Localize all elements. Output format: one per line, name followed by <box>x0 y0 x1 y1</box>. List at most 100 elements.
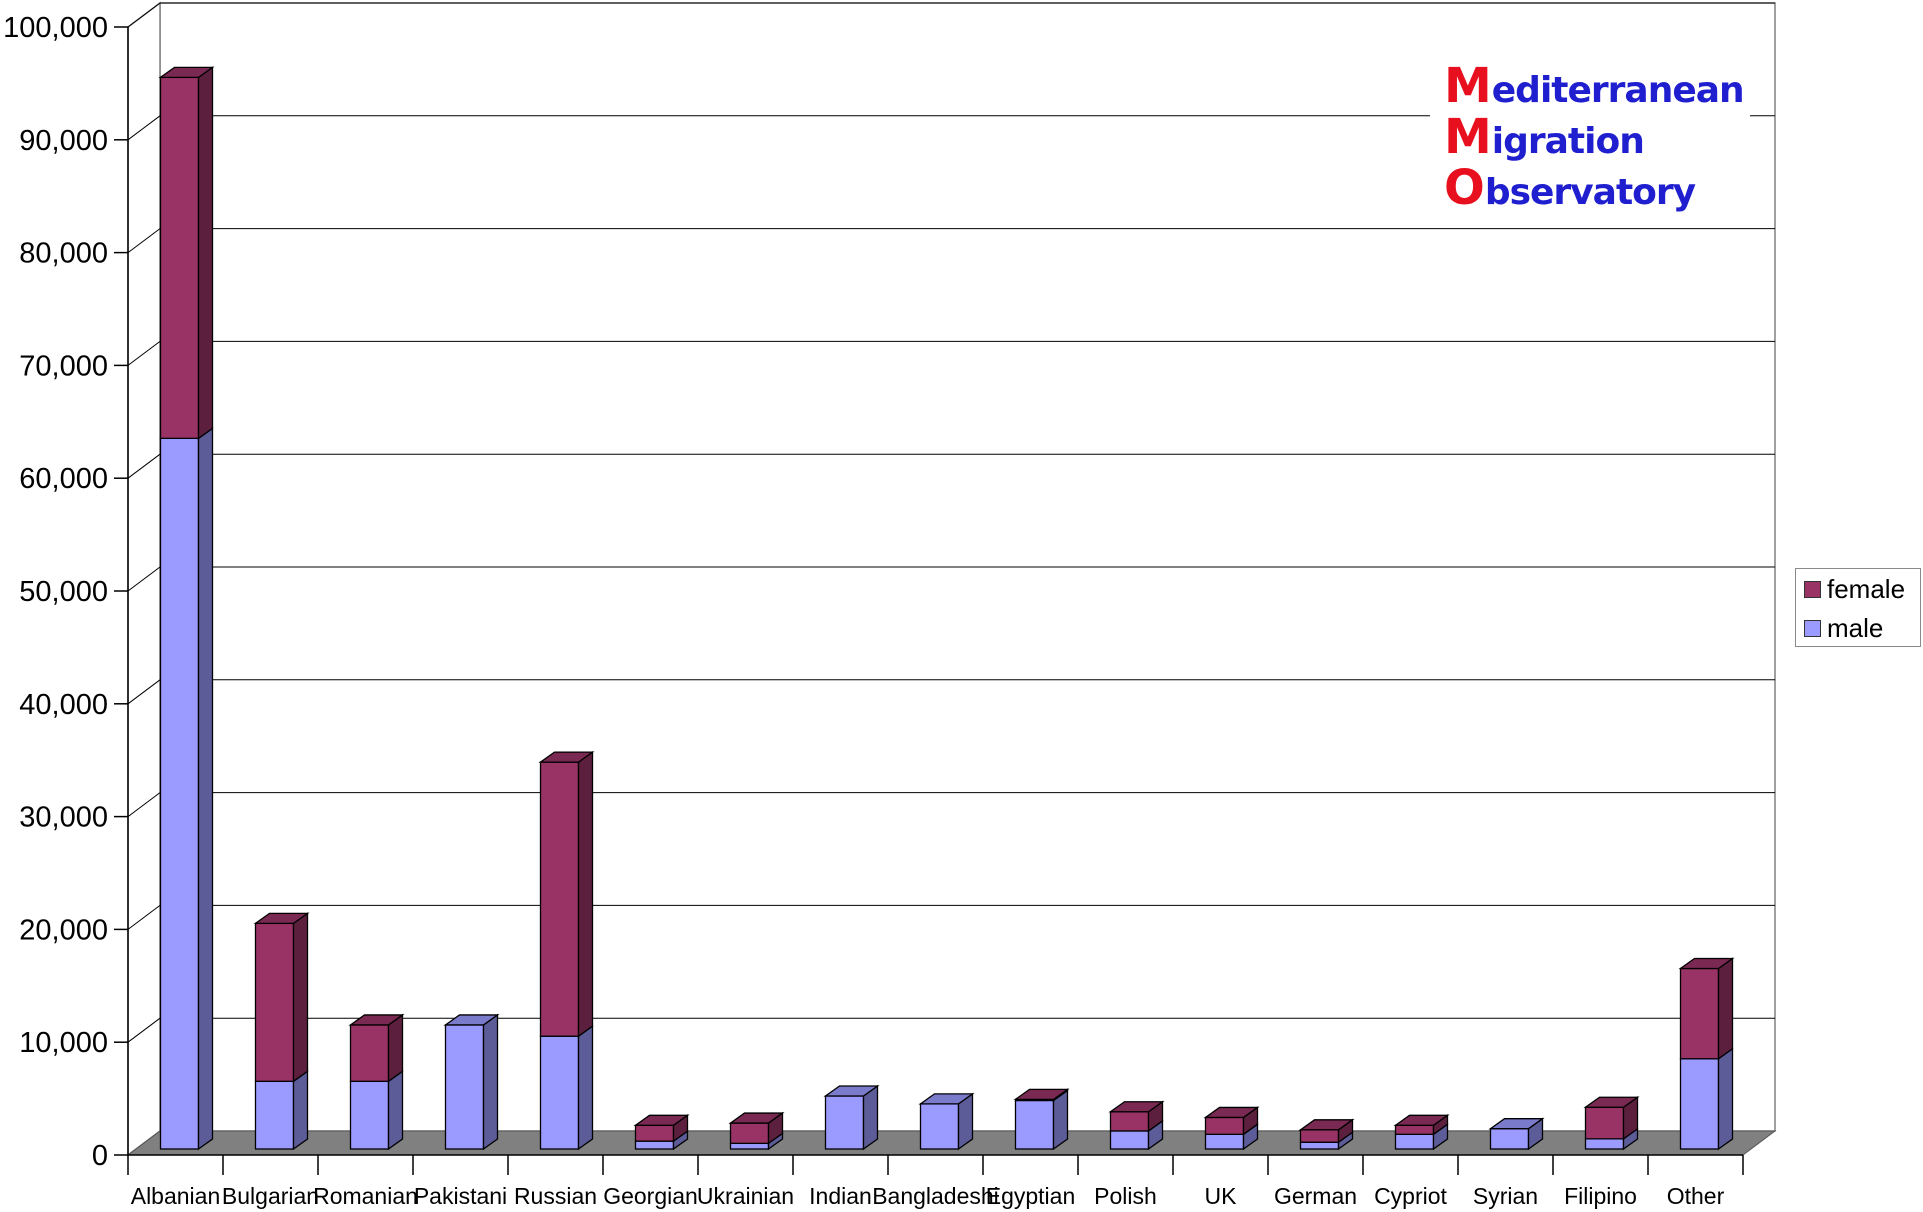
bar-male-side <box>862 1084 879 1151</box>
bar-male-side <box>577 1024 594 1151</box>
bar-top-cap <box>538 751 595 763</box>
bar-top-cap <box>918 1093 975 1105</box>
bar-filipino <box>1583 1096 1640 1151</box>
x-tick-label: Indian <box>809 1183 872 1209</box>
bar-top-cap <box>348 1014 405 1026</box>
bar-top-cap <box>1678 957 1735 970</box>
bar-top-cap <box>823 1085 880 1097</box>
bar-male-segment <box>254 1080 295 1150</box>
bar-female-segment <box>539 761 580 1037</box>
bar-male-side <box>292 1070 309 1151</box>
bar-pakistani <box>443 1013 500 1151</box>
bar-top-cap <box>1203 1106 1260 1119</box>
bar-male-side <box>387 1070 404 1151</box>
logo-initial: O <box>1444 160 1485 216</box>
logo-word: igration <box>1491 121 1645 162</box>
gridline-side <box>127 1017 161 1043</box>
bar-male-segment <box>1109 1130 1150 1150</box>
legend-label-male: male <box>1827 612 1884 643</box>
logo-initial: M <box>1444 58 1492 114</box>
bar-top-cap <box>633 1114 690 1126</box>
bar-syrian <box>1488 1117 1545 1151</box>
bar-other <box>1678 957 1735 1151</box>
y-tick-label: 0 <box>92 1140 108 1172</box>
bar-male-segment <box>444 1024 485 1150</box>
x-tick-label: German <box>1274 1183 1357 1209</box>
x-tick-label: Bulgarian <box>222 1183 319 1209</box>
bar-top-cap <box>1393 1114 1450 1126</box>
bar-egyptian <box>1013 1088 1070 1151</box>
bar-uk <box>1203 1106 1260 1151</box>
gridline-side <box>127 228 161 254</box>
y-tick-label: 30,000 <box>19 802 108 834</box>
legend-swatch-female <box>1804 580 1821 598</box>
bar-top-cap <box>1013 1088 1070 1101</box>
y-tick-label: 70,000 <box>19 350 108 382</box>
x-tick-label: Bangladeshi <box>872 1183 999 1209</box>
y-tick-label: 50,000 <box>19 576 108 608</box>
y-tick-label: 10,000 <box>19 1027 108 1059</box>
x-tick-label: Albanian <box>131 1183 221 1209</box>
legend-label-female: female <box>1827 573 1906 604</box>
x-tick-label: Cypriot <box>1374 1183 1447 1209</box>
bar-male-segment <box>729 1142 770 1150</box>
bar-top-cap <box>443 1014 500 1026</box>
bar-top-cap <box>1488 1118 1545 1130</box>
x-tick-label: Pakistani <box>414 1183 507 1209</box>
gridline-side <box>127 340 161 366</box>
bar-albanian <box>158 66 215 1151</box>
legend-item-female: female <box>1804 573 1906 604</box>
bar-german <box>1298 1118 1355 1151</box>
x-tick-label: Georgian <box>603 1183 698 1209</box>
bar-top-cap <box>728 1112 785 1124</box>
bar-female-side <box>1717 957 1734 1061</box>
bar-male-segment <box>1204 1133 1245 1150</box>
bar-female-segment <box>349 1024 390 1082</box>
y-tick-label: 60,000 <box>19 463 108 495</box>
bar-bulgarian <box>253 912 310 1151</box>
bar-male-segment <box>349 1080 390 1150</box>
bar-male-segment <box>539 1035 580 1150</box>
legend-swatch-male <box>1804 619 1821 637</box>
bar-female-segment <box>1679 967 1720 1060</box>
bar-top-cap <box>1108 1101 1165 1113</box>
bar-polish <box>1108 1100 1165 1151</box>
gridline-side <box>127 453 161 479</box>
x-tick-label: Romanian <box>313 1183 418 1209</box>
y-tick-label: 90,000 <box>19 125 108 157</box>
y-tick-label: 100,000 <box>3 12 108 44</box>
x-tick-label: Egyptian <box>986 1183 1076 1209</box>
x-tick-label: Ukrainian <box>697 1183 794 1209</box>
bar-male-segment <box>1584 1138 1625 1150</box>
bar-female-side <box>387 1013 404 1083</box>
bar-female-segment <box>1394 1124 1435 1135</box>
gridline-side <box>127 679 161 705</box>
legend-item-male: male <box>1804 612 1884 643</box>
bar-female-segment <box>1204 1116 1245 1135</box>
x-tick-label: UK <box>1205 1183 1238 1209</box>
bar-male-segment <box>1014 1099 1055 1150</box>
gridline-side <box>127 792 161 817</box>
bar-female-segment <box>634 1124 675 1142</box>
y-axis: 0 10,000 20,000 30,000 40,000 50,000 60,000 70,… <box>3 12 129 1172</box>
y-tick-label: 80,000 <box>19 238 108 270</box>
bar-male-segment <box>1299 1141 1340 1150</box>
bar-romanian <box>348 1013 405 1151</box>
bar-cypriot <box>1393 1114 1450 1151</box>
bar-female-side <box>577 750 594 1038</box>
bar-female-side <box>292 912 309 1083</box>
bar-male-side <box>197 427 214 1151</box>
bar-female-segment <box>729 1122 770 1145</box>
bar-female-segment <box>159 76 200 440</box>
bar-male-segment <box>1394 1133 1435 1150</box>
bar-female-side <box>197 66 214 440</box>
gridline-side <box>127 2 161 28</box>
bar-top-cap <box>253 912 310 925</box>
bar-male-segment <box>919 1103 960 1150</box>
gridlines <box>127 2 1775 1043</box>
logo-word: editerranean <box>1491 70 1745 111</box>
bar-female-segment <box>1584 1106 1625 1140</box>
